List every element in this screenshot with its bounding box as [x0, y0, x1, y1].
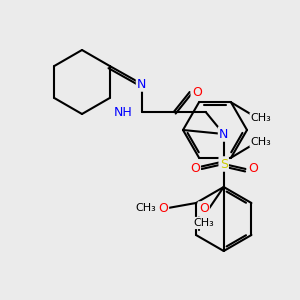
Text: S: S [220, 158, 228, 170]
Text: N: N [137, 77, 146, 91]
Text: CH₃: CH₃ [250, 113, 272, 123]
Text: NH: NH [114, 106, 133, 118]
Text: O: O [158, 202, 168, 214]
Text: CH₃: CH₃ [136, 203, 156, 213]
Text: N: N [219, 128, 228, 140]
Text: CH₃: CH₃ [250, 137, 272, 147]
Text: CH₃: CH₃ [193, 218, 214, 228]
Text: O: O [248, 163, 258, 176]
Text: O: O [190, 163, 200, 176]
Text: O: O [199, 202, 209, 215]
Text: O: O [192, 85, 202, 98]
